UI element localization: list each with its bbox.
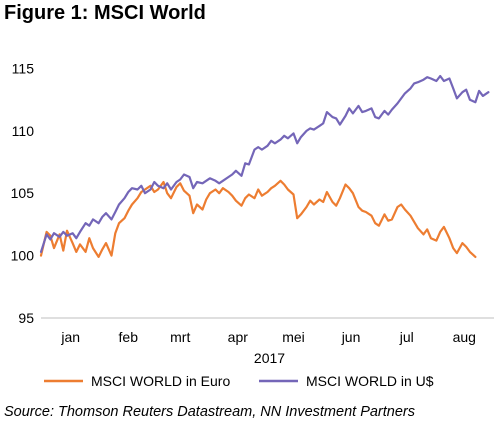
x-tick-label: jan <box>60 329 80 345</box>
x-axis-title: 2017 <box>254 350 285 366</box>
x-tick-label: feb <box>119 329 139 345</box>
y-tick-label: 95 <box>18 310 34 326</box>
source-note: Source: Thomson Reuters Datastream, NN I… <box>4 404 415 420</box>
y-tick-label: 110 <box>12 123 35 139</box>
y-tick-label: 115 <box>12 60 35 76</box>
x-tick-label: mei <box>282 329 305 345</box>
legend: MSCI WORLD in Euro MSCI WORLD in U$ <box>44 373 434 389</box>
series-line-usd <box>39 74 490 253</box>
y-tick-label: 100 <box>11 248 35 264</box>
figure-title: Figure 1: MSCI World <box>4 2 206 24</box>
legend-label: MSCI WORLD in U$ <box>306 373 434 389</box>
x-tick-label: mrt <box>170 329 190 345</box>
x-tick-label: jul <box>399 329 414 345</box>
x-tick-label: apr <box>228 329 249 345</box>
y-axis: 95 100 105 110 115 <box>11 60 35 326</box>
series-line-euro <box>39 179 477 258</box>
x-tick-label: aug <box>453 329 476 345</box>
x-axis: jan feb mrt apr mei jun jul aug 2017 <box>41 317 494 366</box>
y-tick-label: 105 <box>11 185 35 201</box>
x-tick-label: jun <box>341 329 361 345</box>
series-group <box>39 74 490 258</box>
legend-label: MSCI WORLD in Euro <box>91 373 230 389</box>
